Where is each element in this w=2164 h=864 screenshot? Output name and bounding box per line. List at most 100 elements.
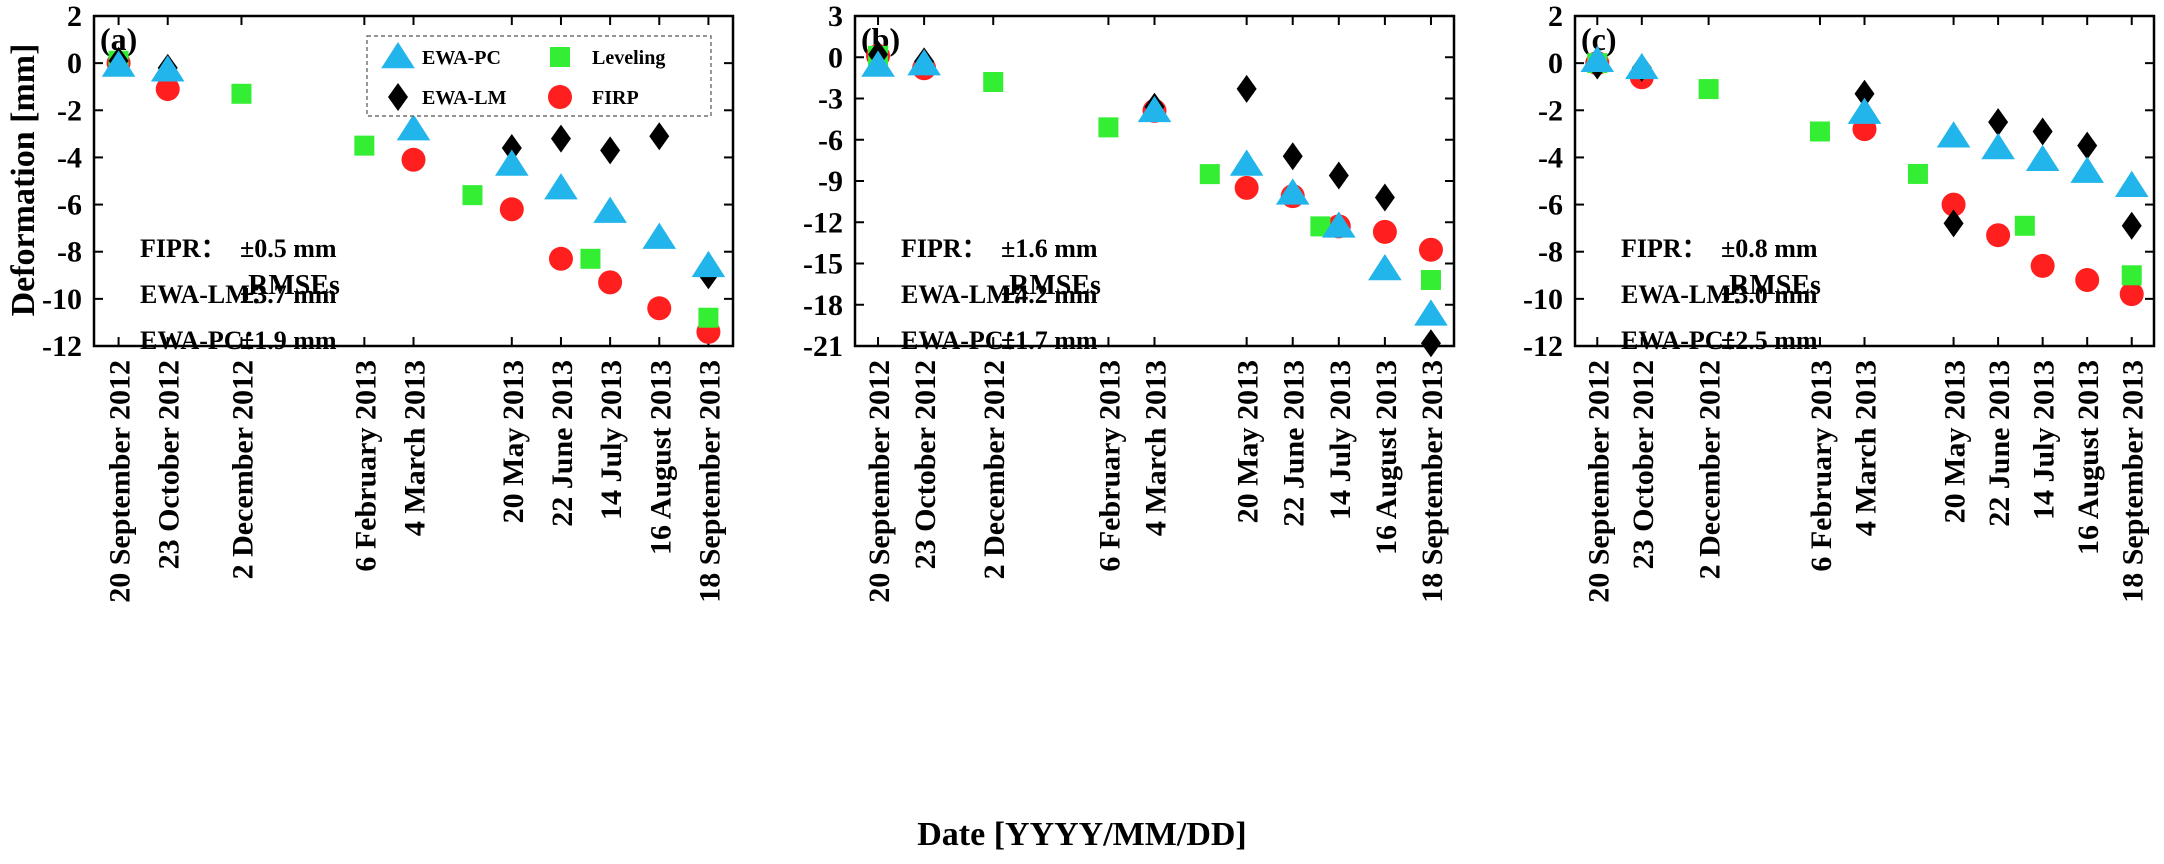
data-point-firp [1941,192,1966,217]
data-point-leveling [1098,117,1119,138]
y-tick-label: -4 [57,141,82,174]
data-point-ewa-pc [2025,144,2060,172]
rmse-value: ±0.8 mm [1721,234,1818,263]
data-point-ewa-pc [691,250,726,278]
data-point-ewa-pc [861,50,895,77]
chart-panel-c: 2 0 -2 -4 -6 -8 -10 -12 20 September 2012 23 Octo… [1523,0,2156,603]
x-tick-label: 16 August 2013 [1370,360,1403,555]
data-point-ewa-lm [1943,209,1964,238]
rmse-value: ±1.7 mm [1001,326,1098,355]
y-tick-label: 0 [67,47,82,80]
data-point-ewa-lm [649,122,670,151]
data-point-leveling [2121,265,2142,286]
y-tick-label: -12 [1523,330,1563,363]
data-point-leveling [1698,79,1719,100]
data-point-leveling [1420,270,1441,290]
x-tick-label: 2 December 2012 [978,360,1011,579]
data-point-ewa-pc [1414,299,1448,326]
data-point-ewa-pc [1847,97,1882,124]
data-point-leveling [231,83,252,104]
y-tick-label: 0 [1548,47,1563,80]
rmse-method: EWA-LM： [140,280,276,309]
data-point-ewa-lm [1374,183,1395,212]
x-tick-label: 20 September 2012 [863,360,896,603]
data-point-ewa-pc [593,196,627,223]
x-tick-label: 2 December 2012 [1694,360,1727,579]
y-tick-label: 2 [1548,0,1563,33]
data-point-ewa-pc [1229,149,1264,176]
data-point-ewa-pc [1981,133,2015,160]
x-tick-label: 20 May 2013 [497,360,530,523]
x-tick-label: 20 May 2013 [1939,360,1972,523]
rmse-method: EWA-PC： [140,326,269,355]
x-tick-label: 23 October 2012 [153,360,186,569]
data-point-leveling [1310,216,1331,237]
x-tick-label: 6 February 2013 [1093,360,1126,572]
rmse-value: ±4.2 mm [1001,280,1098,309]
data-point-ewa-lm [1988,108,2009,137]
data-point-ewa-pc [2070,156,2104,183]
rmse-value: ±2.5 mm [1721,326,1818,355]
data-point-firp [1986,223,2011,248]
data-point-ewa-lm [1420,329,1441,358]
data-point-leveling [580,248,601,269]
rmse-value: ±3.0 mm [1721,280,1818,309]
x-tick-label: 18 September 2013 [693,360,726,603]
data-point-firp [598,270,623,295]
y-tick-label: -12 [42,330,82,363]
data-point-firp [499,197,524,222]
rmse-method: FIPR： [1621,234,1708,263]
data-point-ewa-pc [544,173,578,200]
y-tick-label: -2 [57,94,82,127]
legend-marker-ewa-lm [388,83,408,111]
y-tick-label: -6 [57,189,82,222]
data-point-ewa-lm [1236,74,1257,103]
x-tick-label: 22 June 2013 [1278,360,1311,527]
data-point-ewa-lm [1282,142,1303,171]
y-tick-label: -10 [42,283,82,316]
x-tick-label: 4 March 2013 [1850,360,1883,536]
x-tick-label: 18 September 2013 [1416,360,1449,603]
data-point-firp [155,77,180,102]
rmse-method: EWA-PC： [1621,326,1750,355]
y-tick-label: -8 [57,236,82,269]
x-tick-label: 20 September 2012 [104,360,137,603]
x-tick-label: 20 May 2013 [1232,360,1265,523]
legend-label: Leveling [592,47,665,69]
x-axis-title: Date [YYYY/MM/DD] [917,816,1247,853]
y-tick-label: 2 [67,0,82,33]
y-tick-label: -2 [1538,94,1563,127]
rmse-value: ±1.9 mm [240,326,337,355]
rmse-title: RMSEs [248,270,340,301]
data-point-leveling [1809,121,1830,142]
legend-box [366,35,712,117]
rmse-method: EWA-PC： [901,326,1030,355]
y-tick-label: -18 [803,289,843,322]
data-point-firp [1372,219,1397,244]
y-tick-label: -12 [803,206,843,239]
data-point-leveling [1199,164,1220,185]
data-point-firp [2119,282,2144,307]
data-point-ewa-lm [2032,117,2053,146]
data-point-firp [1234,175,1259,200]
x-tick-label: 4 March 2013 [399,360,432,536]
legend-marker-ewa-pc [381,42,415,69]
data-point-ewa-pc [642,222,677,249]
y-tick-label: -6 [1538,189,1563,222]
data-point-ewa-pc [101,50,136,77]
y-tick-label: -9 [818,165,843,198]
rmse-title: RMSEs [1009,270,1101,301]
data-point-firp [647,296,672,321]
data-point-ewa-pc [1936,121,1971,148]
data-point-ewa-pc [1275,178,1310,205]
data-point-firp [401,147,426,172]
data-point-ewa-pc [1137,95,1172,123]
data-point-ewa-pc [1580,45,1615,73]
rmse-method: EWA-LM： [1621,280,1757,309]
x-tick-label: 18 September 2013 [2117,360,2150,603]
chart-panel-a: 2 0 -2 -4 -6 -8 -10 -12 20 September 2012 23 Octo… [42,0,735,603]
data-point-leveling [1907,163,1928,184]
data-point-ewa-lm [501,134,522,162]
x-tick-label: 14 July 2013 [2028,360,2061,520]
